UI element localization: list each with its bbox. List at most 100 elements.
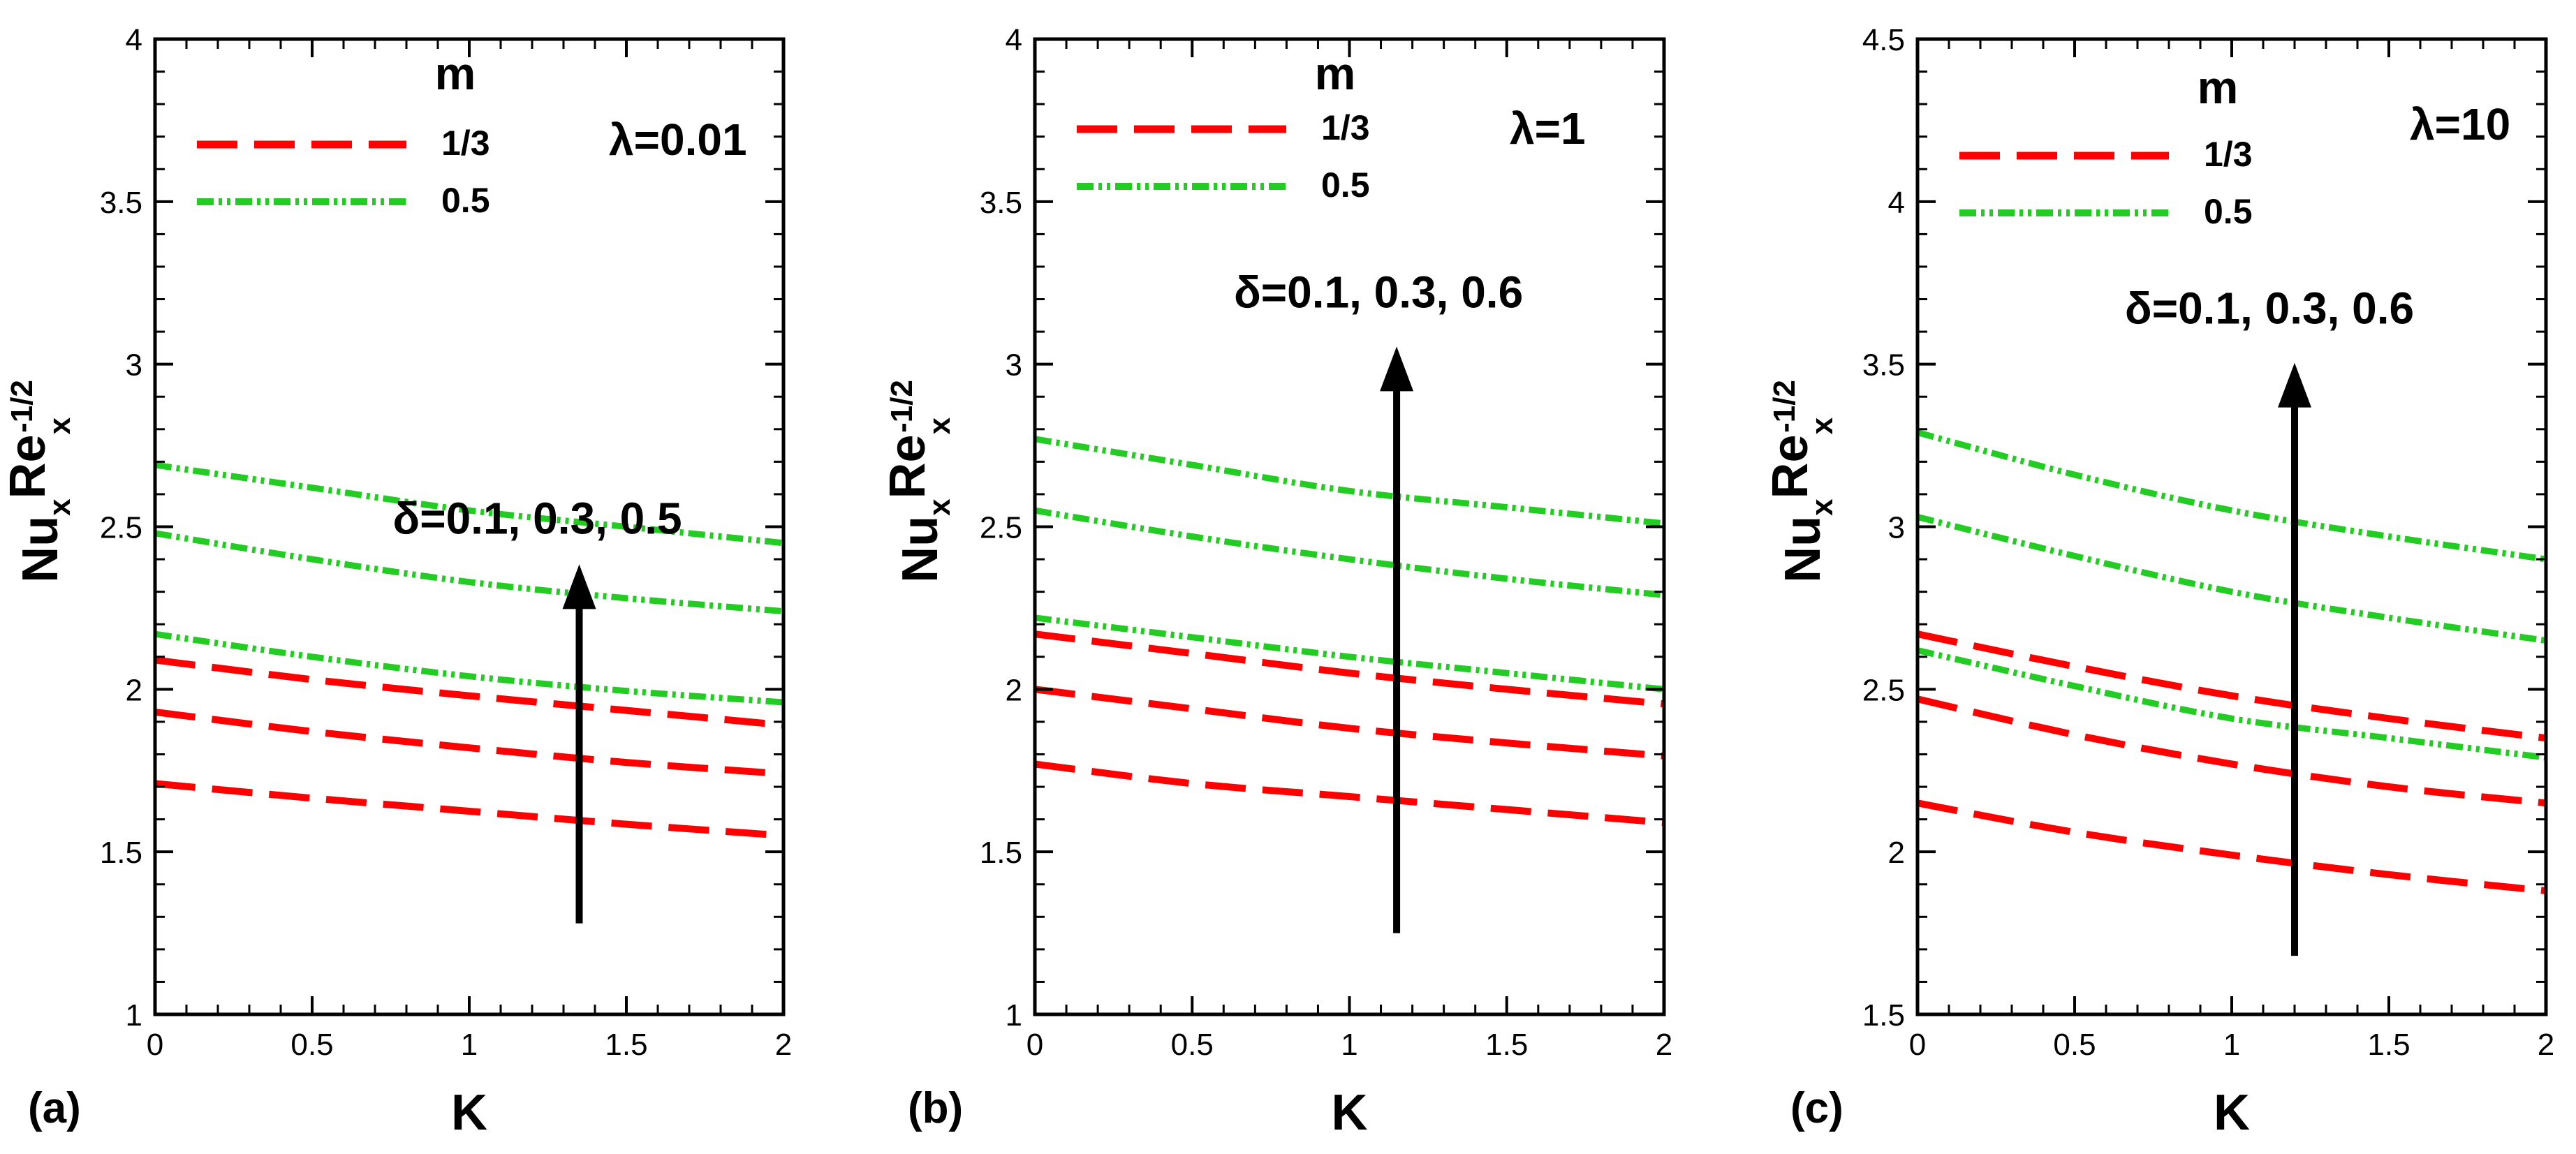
y-axis-label-part: -1/2 <box>885 380 919 433</box>
y-tick-label: 2 <box>1888 836 1905 870</box>
y-axis-label-part: x <box>43 417 77 434</box>
series-line-m1-3-delta-0-5 <box>155 656 783 729</box>
y-tick-label: 4 <box>126 23 142 57</box>
y-tick-label: 1.5 <box>100 836 142 870</box>
plot-frame <box>1915 37 2548 1016</box>
y-tick-label: 2 <box>126 673 142 707</box>
y-tick-label: 4 <box>1006 23 1022 57</box>
y-tick-label: 4 <box>1888 186 1905 220</box>
y-axis-label-part: x <box>1805 417 1839 434</box>
legend-label: 0.5 <box>1321 165 1370 205</box>
y-tick-label: 3 <box>1006 348 1022 383</box>
series-line-m0-5-delta-0-3 <box>155 530 783 615</box>
legend-label: 0.5 <box>2204 192 2253 231</box>
y-tick-label: 2.5 <box>980 511 1022 545</box>
y-axis-label-part: x <box>1805 498 1839 516</box>
x-tick-label: 0.5 <box>1171 1028 1214 1062</box>
series-line-m0-5-delta-0-5 <box>155 461 783 547</box>
chart-panel-3: 0 0.5 1 1.5 21.522.533.544.5KNuxRex-1/2(c)m1… <box>1762 23 2554 1141</box>
y-axis-label-part: Nu <box>892 516 948 583</box>
x-tick-label: 1.5 <box>2367 1028 2410 1062</box>
delta-arrow-label: δ=0.1, 0.3, 0.6 <box>1234 267 1523 317</box>
delta-arrow-label: δ=0.1, 0.3, 0.5 <box>392 493 682 543</box>
legend-label: 1/3 <box>2204 135 2253 174</box>
series-line-m0-5-delta-0-6 <box>1035 436 1664 527</box>
series-line-m1-3-delta-0-3 <box>1035 686 1664 760</box>
delta-arrow-label: δ=0.1, 0.3, 0.6 <box>2125 283 2414 334</box>
series-line-m0-5-delta-0-3 <box>1918 514 2546 644</box>
y-axis-label-part: Re <box>880 434 936 498</box>
x-tick-label: 2 <box>775 1028 792 1062</box>
lambda-label: λ=0.01 <box>609 114 747 165</box>
series-line-m1-3-delta-0-1 <box>1918 799 2546 894</box>
y-tick-label: 3.5 <box>1862 348 1905 383</box>
y-tick-label: 3.5 <box>980 186 1022 220</box>
y-tick-label: 1.5 <box>980 836 1022 870</box>
y-axis-label-part: x <box>922 417 957 434</box>
series-line-m1-3-delta-0-6 <box>1918 630 2546 742</box>
legend-title: m <box>2198 61 2239 113</box>
legend-label: 1/3 <box>441 124 490 163</box>
series-line-m1-3-delta-0-1 <box>155 780 783 839</box>
series-line-m1-3-delta-0-1 <box>1035 760 1664 827</box>
y-tick-label: 3 <box>1888 511 1905 545</box>
series-line-m1-3-delta-0-3 <box>1918 695 2546 807</box>
y-axis-label-part: Re <box>1762 434 1818 498</box>
y-axis-label: NuxRex-1/2 <box>880 380 957 583</box>
x-tick-label: 2 <box>1656 1028 1672 1062</box>
series-line-m0-5-delta-0-1 <box>1035 614 1664 693</box>
y-tick-label: 1 <box>126 998 142 1033</box>
y-tick-label: 4.5 <box>1862 23 1905 57</box>
delta-arrow-head <box>2278 362 2311 408</box>
x-tick-label: 1 <box>461 1028 478 1062</box>
x-tick-label: 1 <box>2223 1028 2240 1062</box>
x-tick-label: 0 <box>1026 1028 1043 1062</box>
x-tick-label: 2 <box>2538 1028 2554 1062</box>
lambda-label: λ=1 <box>1510 103 1586 154</box>
x-tick-label: 0.5 <box>2053 1028 2096 1062</box>
series-line-m0-5-delta-0-1 <box>1918 647 2546 761</box>
x-axis-label: K <box>2214 1085 2250 1141</box>
x-tick-label: 0.5 <box>290 1028 333 1062</box>
panel-label: (c) <box>1790 1084 1843 1132</box>
legend-label: 0.5 <box>441 181 490 220</box>
x-tick-label: 1.5 <box>605 1028 647 1062</box>
panel-label: (b) <box>908 1084 963 1132</box>
x-axis-label: K <box>1332 1085 1368 1141</box>
y-axis-label: NuxRex-1/2 <box>1762 380 1839 583</box>
series-line-m0-5-delta-0-1 <box>155 630 783 706</box>
panel-label: (a) <box>28 1084 81 1132</box>
series-line-m1-3-delta-0-6 <box>1035 630 1664 708</box>
legend-title: m <box>1315 47 1356 99</box>
x-tick-label: 0 <box>1909 1028 1926 1062</box>
series-line-m0-5-delta-0-3 <box>1035 507 1664 598</box>
y-tick-label: 2.5 <box>100 511 142 545</box>
x-tick-label: 1.5 <box>1485 1028 1528 1062</box>
y-axis-label-part: -1/2 <box>5 380 39 433</box>
y-tick-label: 1.5 <box>1862 998 1905 1033</box>
delta-arrow-head <box>1380 346 1414 392</box>
x-tick-label: 1 <box>1341 1028 1357 1062</box>
y-axis-label-part: Nu <box>1775 516 1831 583</box>
chart-panel-2: 0 0.5 1 1.5 211.522.533.54KNuxRex-1/2(b)m1/3… <box>880 23 1672 1141</box>
y-tick-label: 2 <box>1006 673 1022 707</box>
x-tick-label: 0 <box>147 1028 163 1062</box>
y-tick-label: 2.5 <box>1862 673 1905 707</box>
y-tick-label: 3.5 <box>100 186 142 220</box>
series-line-m0-5-delta-0-6 <box>1918 429 2546 563</box>
legend-title: m <box>435 47 476 99</box>
y-tick-label: 3 <box>126 348 142 383</box>
delta-arrow-head <box>562 564 596 609</box>
y-tick-label: 1 <box>1006 998 1022 1033</box>
y-axis-label-part: Re <box>0 434 56 498</box>
y-axis-label: NuxRex-1/2 <box>0 380 77 583</box>
x-axis-label: K <box>451 1085 487 1141</box>
y-axis-label-part: -1/2 <box>1767 380 1802 433</box>
series-line-m1-3-delta-0-3 <box>155 708 783 778</box>
legend-label: 1/3 <box>1321 108 1370 147</box>
chart-panel-1: 0 0.5 1 1.5 2 1 1.5 2 2.5 3 3.5 4 K NuxRex-1/2 (a) m 1/3… <box>0 23 792 1141</box>
y-axis-label-part: x <box>922 498 957 516</box>
lambda-label: λ=10 <box>2410 99 2510 149</box>
y-axis-label-part: x <box>43 498 77 516</box>
